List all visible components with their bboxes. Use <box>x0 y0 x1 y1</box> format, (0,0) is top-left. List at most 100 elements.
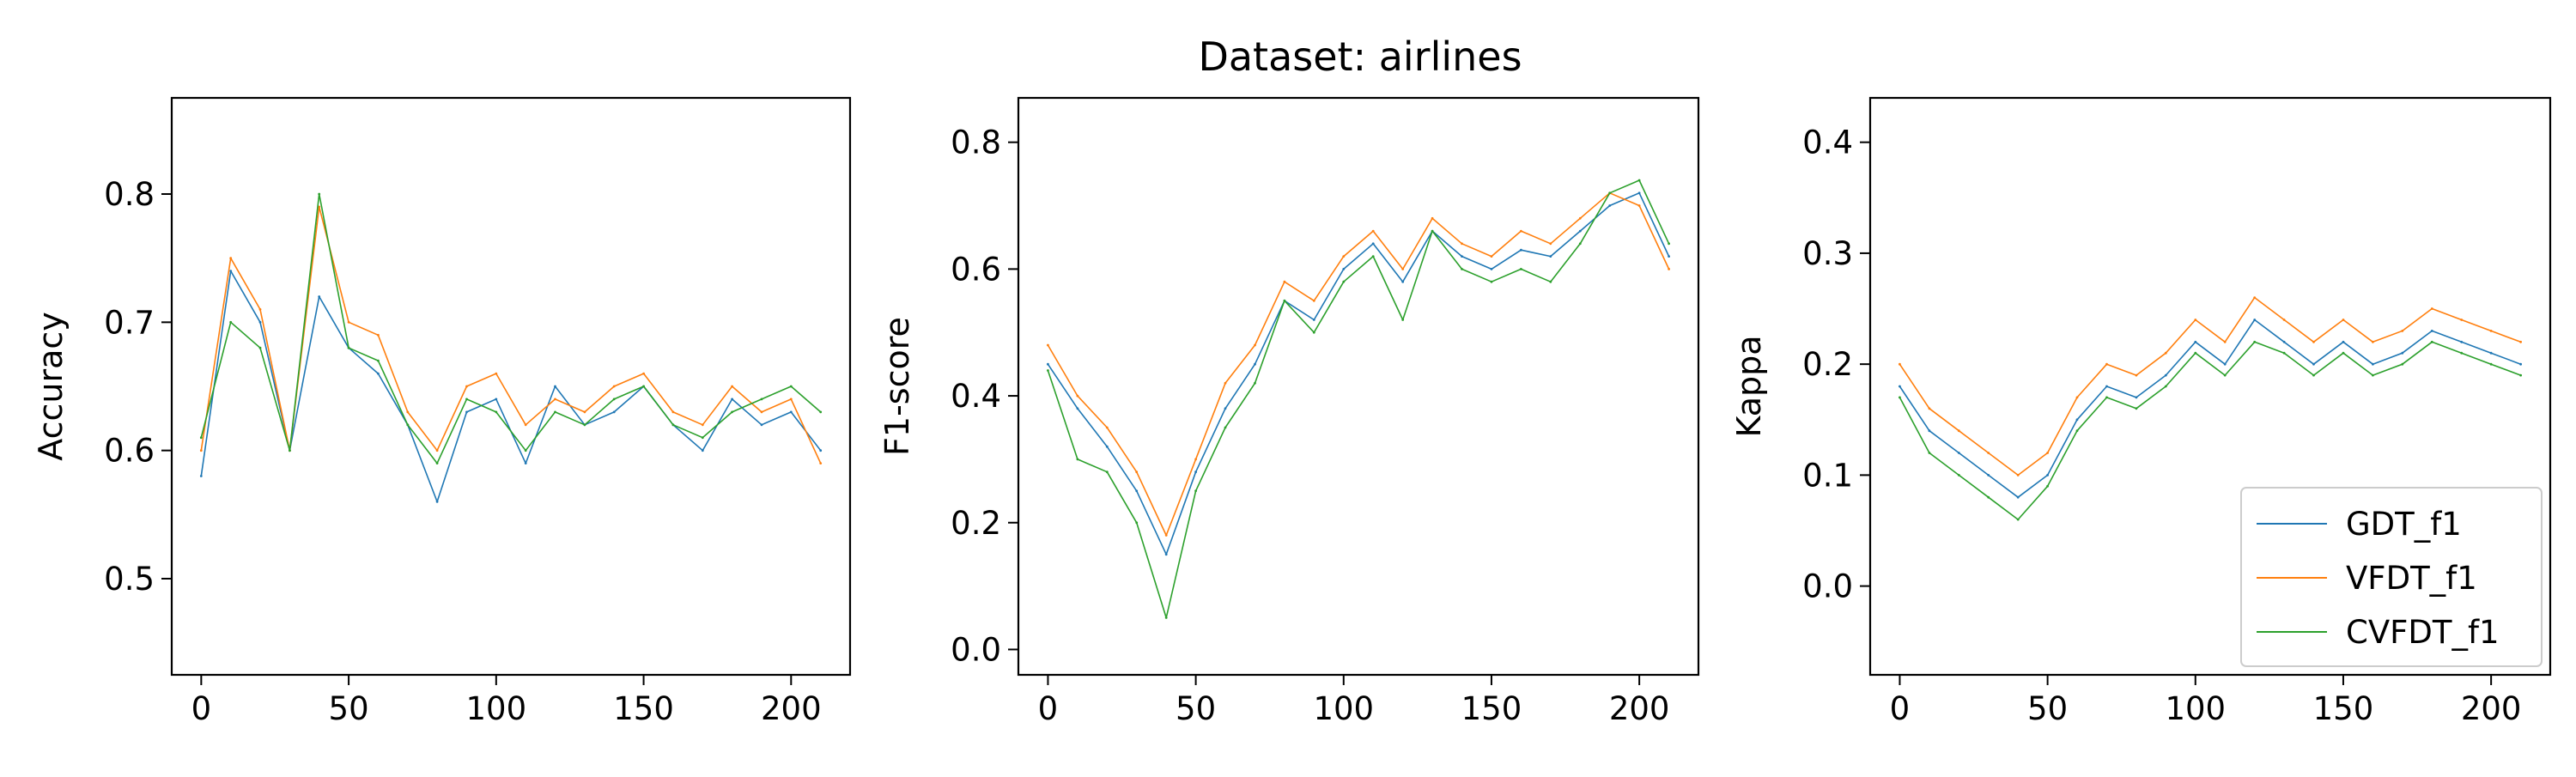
series-line-gdt-f1 <box>1899 319 2521 499</box>
data-point <box>1928 429 1931 433</box>
data-point <box>495 372 498 375</box>
data-point <box>2372 340 2374 343</box>
x-tick-label: 100 <box>2165 690 2226 727</box>
data-point <box>2342 340 2345 343</box>
data-point <box>2460 319 2464 321</box>
x-tick-label: 150 <box>613 690 674 727</box>
data-point <box>2075 396 2079 399</box>
data-point <box>318 295 321 298</box>
data-point <box>760 410 763 414</box>
data-point <box>1312 331 1315 334</box>
data-point <box>1254 381 1256 385</box>
x-tick-label: 150 <box>2313 690 2374 727</box>
data-point <box>554 398 556 401</box>
y-tick-label: 0.2 <box>1802 346 1853 383</box>
series-line-cvfdt-f1 <box>1047 179 1670 619</box>
data-point <box>1105 445 1109 448</box>
x-tick-label: 0 <box>1890 690 1911 727</box>
data-point <box>495 398 498 401</box>
data-point <box>2223 373 2227 377</box>
data-point <box>1431 229 1434 233</box>
data-point <box>701 449 704 452</box>
data-point <box>2460 351 2464 355</box>
data-point <box>2105 362 2108 366</box>
data-point <box>642 385 645 388</box>
data-point <box>1668 268 1670 270</box>
data-point <box>524 462 527 464</box>
data-point <box>1047 343 1049 347</box>
data-point <box>2430 307 2433 310</box>
x-tick-label: 200 <box>1609 690 1670 727</box>
data-point <box>1987 495 1990 499</box>
data-point <box>1312 319 1315 321</box>
data-point <box>731 398 733 401</box>
data-point <box>318 205 321 209</box>
data-point <box>1047 369 1049 372</box>
data-point <box>671 423 675 427</box>
data-point <box>2460 340 2464 343</box>
data-point <box>1490 280 1493 283</box>
data-point <box>1164 553 1168 556</box>
data-point <box>1401 280 1405 283</box>
data-point <box>1490 268 1493 270</box>
data-point <box>1549 242 1552 246</box>
data-point <box>1899 362 1901 366</box>
data-point <box>1371 229 1375 233</box>
y-tick-label: 0.6 <box>951 251 1001 288</box>
legend-box <box>2240 487 2543 667</box>
data-point <box>2016 518 2020 521</box>
data-point <box>199 475 203 477</box>
data-point <box>1668 255 1670 258</box>
data-point <box>1283 280 1286 283</box>
data-point <box>2105 385 2108 388</box>
data-point <box>1957 474 1960 477</box>
y-tick-label: 0.0 <box>951 631 1001 668</box>
data-point <box>2164 351 2167 355</box>
data-point <box>1637 204 1641 207</box>
legend: GDT_f1 VFDT_f1 CVFDT_f1 <box>2240 487 2543 667</box>
data-point <box>2401 362 2404 366</box>
y-tick-label: 0.8 <box>951 124 1001 161</box>
data-point <box>2075 418 2079 422</box>
x-tick-label: 50 <box>2027 690 2068 727</box>
data-point <box>347 346 350 349</box>
x-tick-label: 50 <box>1176 690 1216 727</box>
data-point <box>435 501 439 503</box>
data-point <box>1401 268 1405 270</box>
data-point <box>642 372 645 375</box>
data-point <box>1608 191 1612 195</box>
y-axis-label: Kappa <box>1730 335 1768 437</box>
data-point <box>258 320 262 324</box>
axes-frame <box>170 96 852 677</box>
legend-label: VFDT_f1 <box>2346 560 2477 597</box>
data-point <box>583 410 586 414</box>
y-axis-label: F1-score <box>878 317 916 456</box>
data-point <box>318 192 321 196</box>
data-point <box>1578 242 1582 246</box>
data-point <box>2164 373 2167 377</box>
data-point <box>1254 343 1256 347</box>
data-point <box>1076 407 1079 410</box>
data-point <box>1957 452 1960 454</box>
data-point <box>377 359 380 362</box>
data-point <box>554 385 556 388</box>
y-tick-label: 0.0 <box>1802 568 1853 605</box>
data-point <box>1899 396 1901 399</box>
data-point <box>671 410 675 414</box>
data-point <box>1520 268 1522 270</box>
subplot-2: 0 50 100 150 200 0.0 0.2 0.4 0.6 0.8 F1-score <box>878 96 1700 727</box>
data-point <box>1549 280 1552 283</box>
data-point <box>495 410 498 414</box>
data-point <box>1135 521 1139 525</box>
data-point <box>701 436 704 440</box>
data-point <box>2046 474 2050 477</box>
data-point <box>2401 351 2404 355</box>
data-point <box>1371 255 1375 258</box>
series-line-vfdt-f1 <box>1047 192 1670 537</box>
data-point <box>583 423 586 427</box>
data-point <box>2372 373 2374 377</box>
data-point <box>1668 242 1670 246</box>
data-point <box>701 423 704 427</box>
x-tick-label: 0 <box>191 690 212 727</box>
